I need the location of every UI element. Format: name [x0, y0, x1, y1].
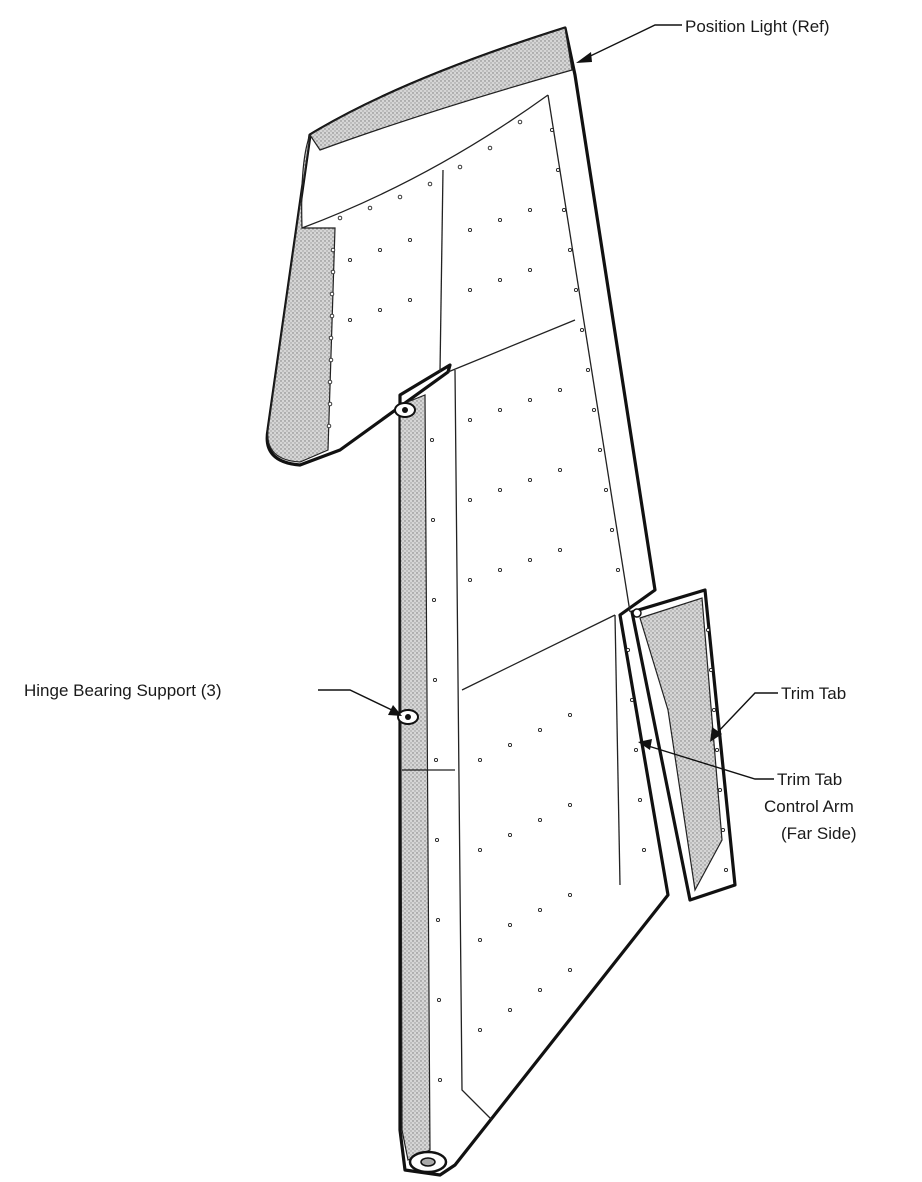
- label-position-light: Position Light (Ref): [685, 17, 830, 36]
- mid-rib-line: [454, 369, 493, 1121]
- rivet-pattern: [326, 119, 647, 1083]
- horn-leading-edge: [267, 134, 336, 463]
- label-control-arm-line1: Trim Tab: [777, 770, 842, 789]
- label-control-arm-line3: (Far Side): [781, 824, 857, 843]
- trim-tab-shading: [639, 597, 723, 892]
- skin-seam-upper: [447, 319, 576, 373]
- leading-edge-spar: [399, 394, 431, 1161]
- rudder-skin: [265, 26, 670, 1177]
- hinge-bearing-leader: [318, 689, 402, 716]
- tip-seam: [301, 94, 549, 229]
- hinge-bearing-middle: [397, 709, 419, 725]
- hinge-bearing-upper: [394, 402, 416, 418]
- trailing-spar-line: [547, 94, 631, 613]
- position-light-leader: [576, 24, 682, 63]
- hinge-bearing-lower: [408, 1150, 448, 1174]
- tip-cap: [309, 27, 573, 151]
- label-control-arm-line2: Control Arm: [764, 797, 854, 816]
- trim-tab-rivets: [705, 627, 729, 873]
- skin-seam-lower: [461, 614, 616, 691]
- trim-tab-hinge: [632, 608, 642, 618]
- label-hinge-bearing-support: Hinge Bearing Support (3): [24, 681, 222, 700]
- label-trim-tab: Trim Tab: [781, 684, 846, 703]
- tab-cutout-line: [614, 614, 621, 886]
- upper-rib-line: [439, 169, 444, 373]
- trim-tab-leader: [710, 692, 778, 742]
- control-arm-leader: [638, 739, 774, 780]
